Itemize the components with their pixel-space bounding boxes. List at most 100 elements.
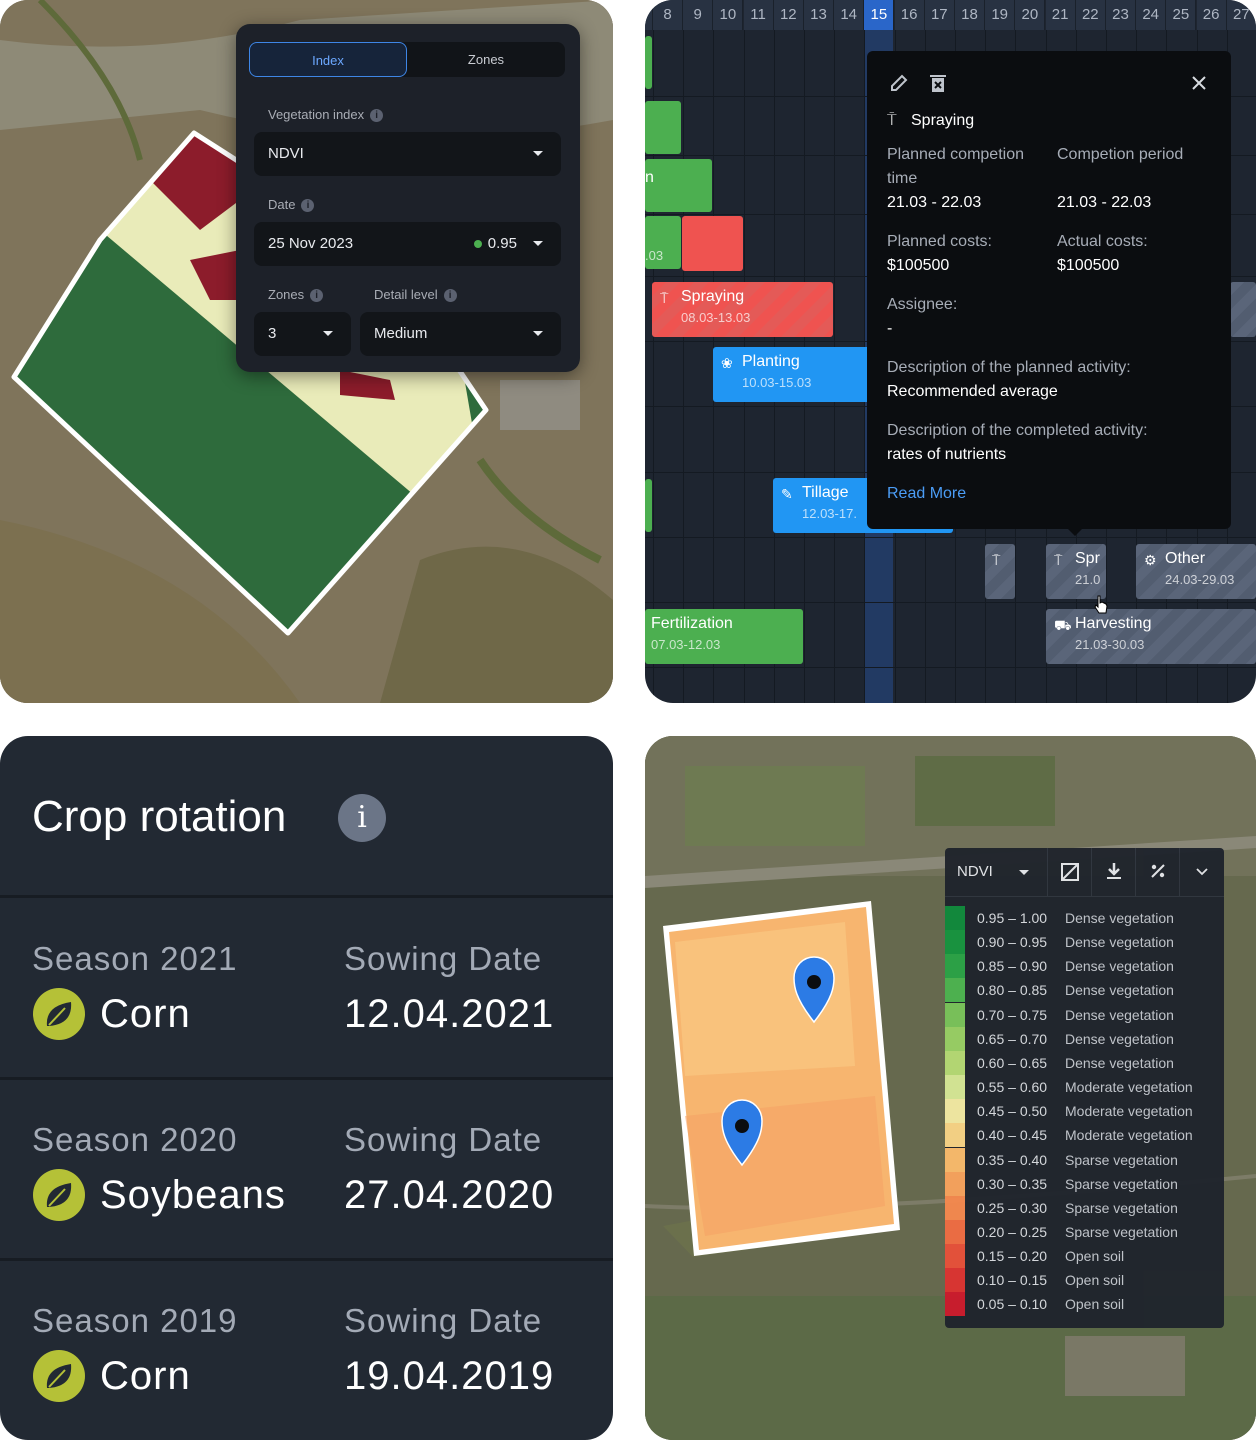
zones-value: 3	[268, 325, 277, 342]
field-index-map: Index Zones Vegetation index i NDVI Date i…	[0, 0, 613, 703]
task-bar[interactable]: n	[645, 159, 712, 212]
info-icon[interactable]: i	[310, 289, 324, 303]
zones-select[interactable]: 3	[254, 312, 351, 356]
hand-cursor-icon	[1094, 595, 1108, 614]
detail-level-select[interactable]: Medium	[360, 312, 561, 356]
season-label: Season 2019	[32, 1302, 238, 1339]
legend-range: 0.60 – 0.65	[977, 1054, 1048, 1071]
pencil-icon[interactable]	[889, 73, 909, 93]
close-icon[interactable]	[1191, 75, 1207, 91]
task-name: Spraying	[681, 288, 745, 305]
task-bar-harvesting[interactable]: ⛟ Harvesting 21.03-30.03	[1046, 609, 1256, 664]
legend-swatch	[945, 930, 965, 955]
day-header-cell: 9	[683, 0, 714, 30]
status-dot-icon	[473, 240, 482, 249]
collapse-button[interactable]	[1179, 848, 1224, 896]
completed-description-label: Description of the completed activity:	[887, 422, 1148, 439]
task-name: Planting	[742, 353, 800, 370]
actual-costs-label: Actual costs:	[1057, 233, 1148, 250]
day-header-cell: 13	[804, 0, 834, 30]
legend-range: 0.35 – 0.40	[977, 1151, 1048, 1168]
sprayer-icon: ⍑	[1054, 552, 1063, 568]
task-bar-fertilization[interactable]: Fertilization 07.03-12.03	[645, 609, 803, 664]
legend-class: Open soil	[1065, 1296, 1125, 1313]
task-dates: 10.03-15.03	[742, 375, 812, 390]
planned-costs-label: Planned costs:	[887, 233, 992, 250]
date-select[interactable]: 25 Nov 2023 0.95	[254, 222, 561, 266]
index-select-value: NDVI	[957, 863, 993, 880]
planned-costs-value: $100500	[887, 257, 950, 274]
season-label: Season 2020	[32, 1121, 238, 1158]
info-icon[interactable]: i	[301, 199, 315, 213]
task-bar[interactable]	[682, 216, 743, 271]
legend-range: 0.70 – 0.75	[977, 1006, 1048, 1023]
legend-range: 0.05 – 0.10	[977, 1296, 1048, 1313]
task-bar[interactable]	[1230, 282, 1256, 337]
date-label-row: Date i	[268, 197, 315, 213]
legend-range: 0.55 – 0.60	[977, 1079, 1048, 1096]
divider	[0, 1258, 613, 1261]
image-button[interactable]	[1047, 848, 1092, 896]
planned-description-value: Recommended average	[887, 383, 1058, 400]
info-icon[interactable]: i	[370, 109, 384, 123]
task-bar[interactable]	[645, 101, 681, 154]
day-header-cell: 17	[924, 0, 955, 30]
legend-swatch	[945, 1026, 965, 1051]
zones-label: Zones	[268, 287, 305, 302]
assignee-value: -	[887, 320, 893, 337]
grid-row-line	[645, 667, 1256, 668]
day-header-cell: 22	[1075, 0, 1106, 30]
task-bar[interactable]	[645, 479, 652, 532]
legend-range: 0.20 – 0.25	[977, 1223, 1048, 1240]
legend-class: Dense vegetation	[1065, 1030, 1174, 1047]
info-icon[interactable]: i	[338, 794, 386, 842]
legend-range: 0.10 – 0.15	[977, 1272, 1048, 1289]
task-bar-planting[interactable]: ❀ Planting 10.03-15.03	[713, 347, 873, 402]
planned-description-label: Description of the planned activity:	[887, 359, 1131, 376]
legend-range: 0.95 – 1.00	[977, 910, 1048, 926]
tractor-icon: ⚙	[1144, 552, 1157, 568]
trash-icon[interactable]	[929, 73, 947, 93]
legend-swatch	[945, 1147, 965, 1172]
tab-zones[interactable]: Zones	[467, 52, 505, 67]
tab-index[interactable]: Index	[249, 42, 407, 77]
index-select[interactable]: NDVI	[945, 848, 1045, 896]
legend-row: 0.40 – 0.45 Moderate vegetation	[945, 1123, 1224, 1148]
day-header-cell: 14	[834, 0, 865, 30]
task-bar-other[interactable]: ⚙ Other 24.03-29.03	[1136, 544, 1256, 599]
task-bar-spraying-small[interactable]: ⍑	[985, 544, 1015, 599]
download-icon	[1107, 863, 1121, 879]
download-button[interactable]	[1091, 848, 1136, 896]
vegetation-index-select[interactable]: NDVI	[254, 132, 561, 176]
detail-label-row: Detail level i	[374, 287, 457, 303]
info-icon[interactable]: i	[443, 289, 457, 303]
task-bar-spraying-selected[interactable]: ⍑ Spr 21.0	[1046, 544, 1106, 599]
sowing-date-label: Sowing Date	[344, 940, 543, 977]
location-pin-icon[interactable]	[793, 956, 835, 1024]
day-header-cell: 18	[955, 0, 985, 30]
crop-name: Corn	[100, 1354, 191, 1398]
sowing-date-value: 27.04.2020	[344, 1173, 555, 1217]
day-header-cell: 16	[894, 0, 925, 30]
legend-class: Sparse vegetation	[1065, 1199, 1178, 1216]
task-bar[interactable]: .03	[645, 216, 681, 269]
legend-row: 0.35 – 0.40 Sparse vegetation	[945, 1147, 1224, 1172]
legend-range: 0.15 – 0.20	[977, 1248, 1048, 1265]
legend-row: 0.95 – 1.00 Dense vegetation	[945, 906, 1224, 930]
percent-button[interactable]	[1135, 848, 1180, 896]
day-header-cell: 11	[743, 0, 774, 30]
legend-class: Dense vegetation	[1065, 1054, 1174, 1071]
task-bar[interactable]	[645, 36, 652, 89]
legend-range: 0.80 – 0.85	[977, 982, 1048, 999]
sowing-date-value: 19.04.2019	[344, 1354, 555, 1398]
task-bar-spraying[interactable]: ⍑ Spraying 08.03-13.03	[652, 282, 833, 337]
task-dates: 08.03-13.03	[681, 310, 751, 325]
legend-row: 0.60 – 0.65 Dense vegetation	[945, 1050, 1224, 1075]
location-pin-icon[interactable]	[721, 1099, 763, 1167]
ndvi-field[interactable]	[663, 901, 900, 1256]
day-header-cell: 15	[864, 0, 895, 30]
sprayer-icon: ⍑	[992, 552, 1001, 568]
task-dates: .03	[645, 248, 664, 263]
read-more-link[interactable]: Read More	[887, 485, 967, 502]
date-index-value-badge: 0.95	[473, 222, 517, 266]
